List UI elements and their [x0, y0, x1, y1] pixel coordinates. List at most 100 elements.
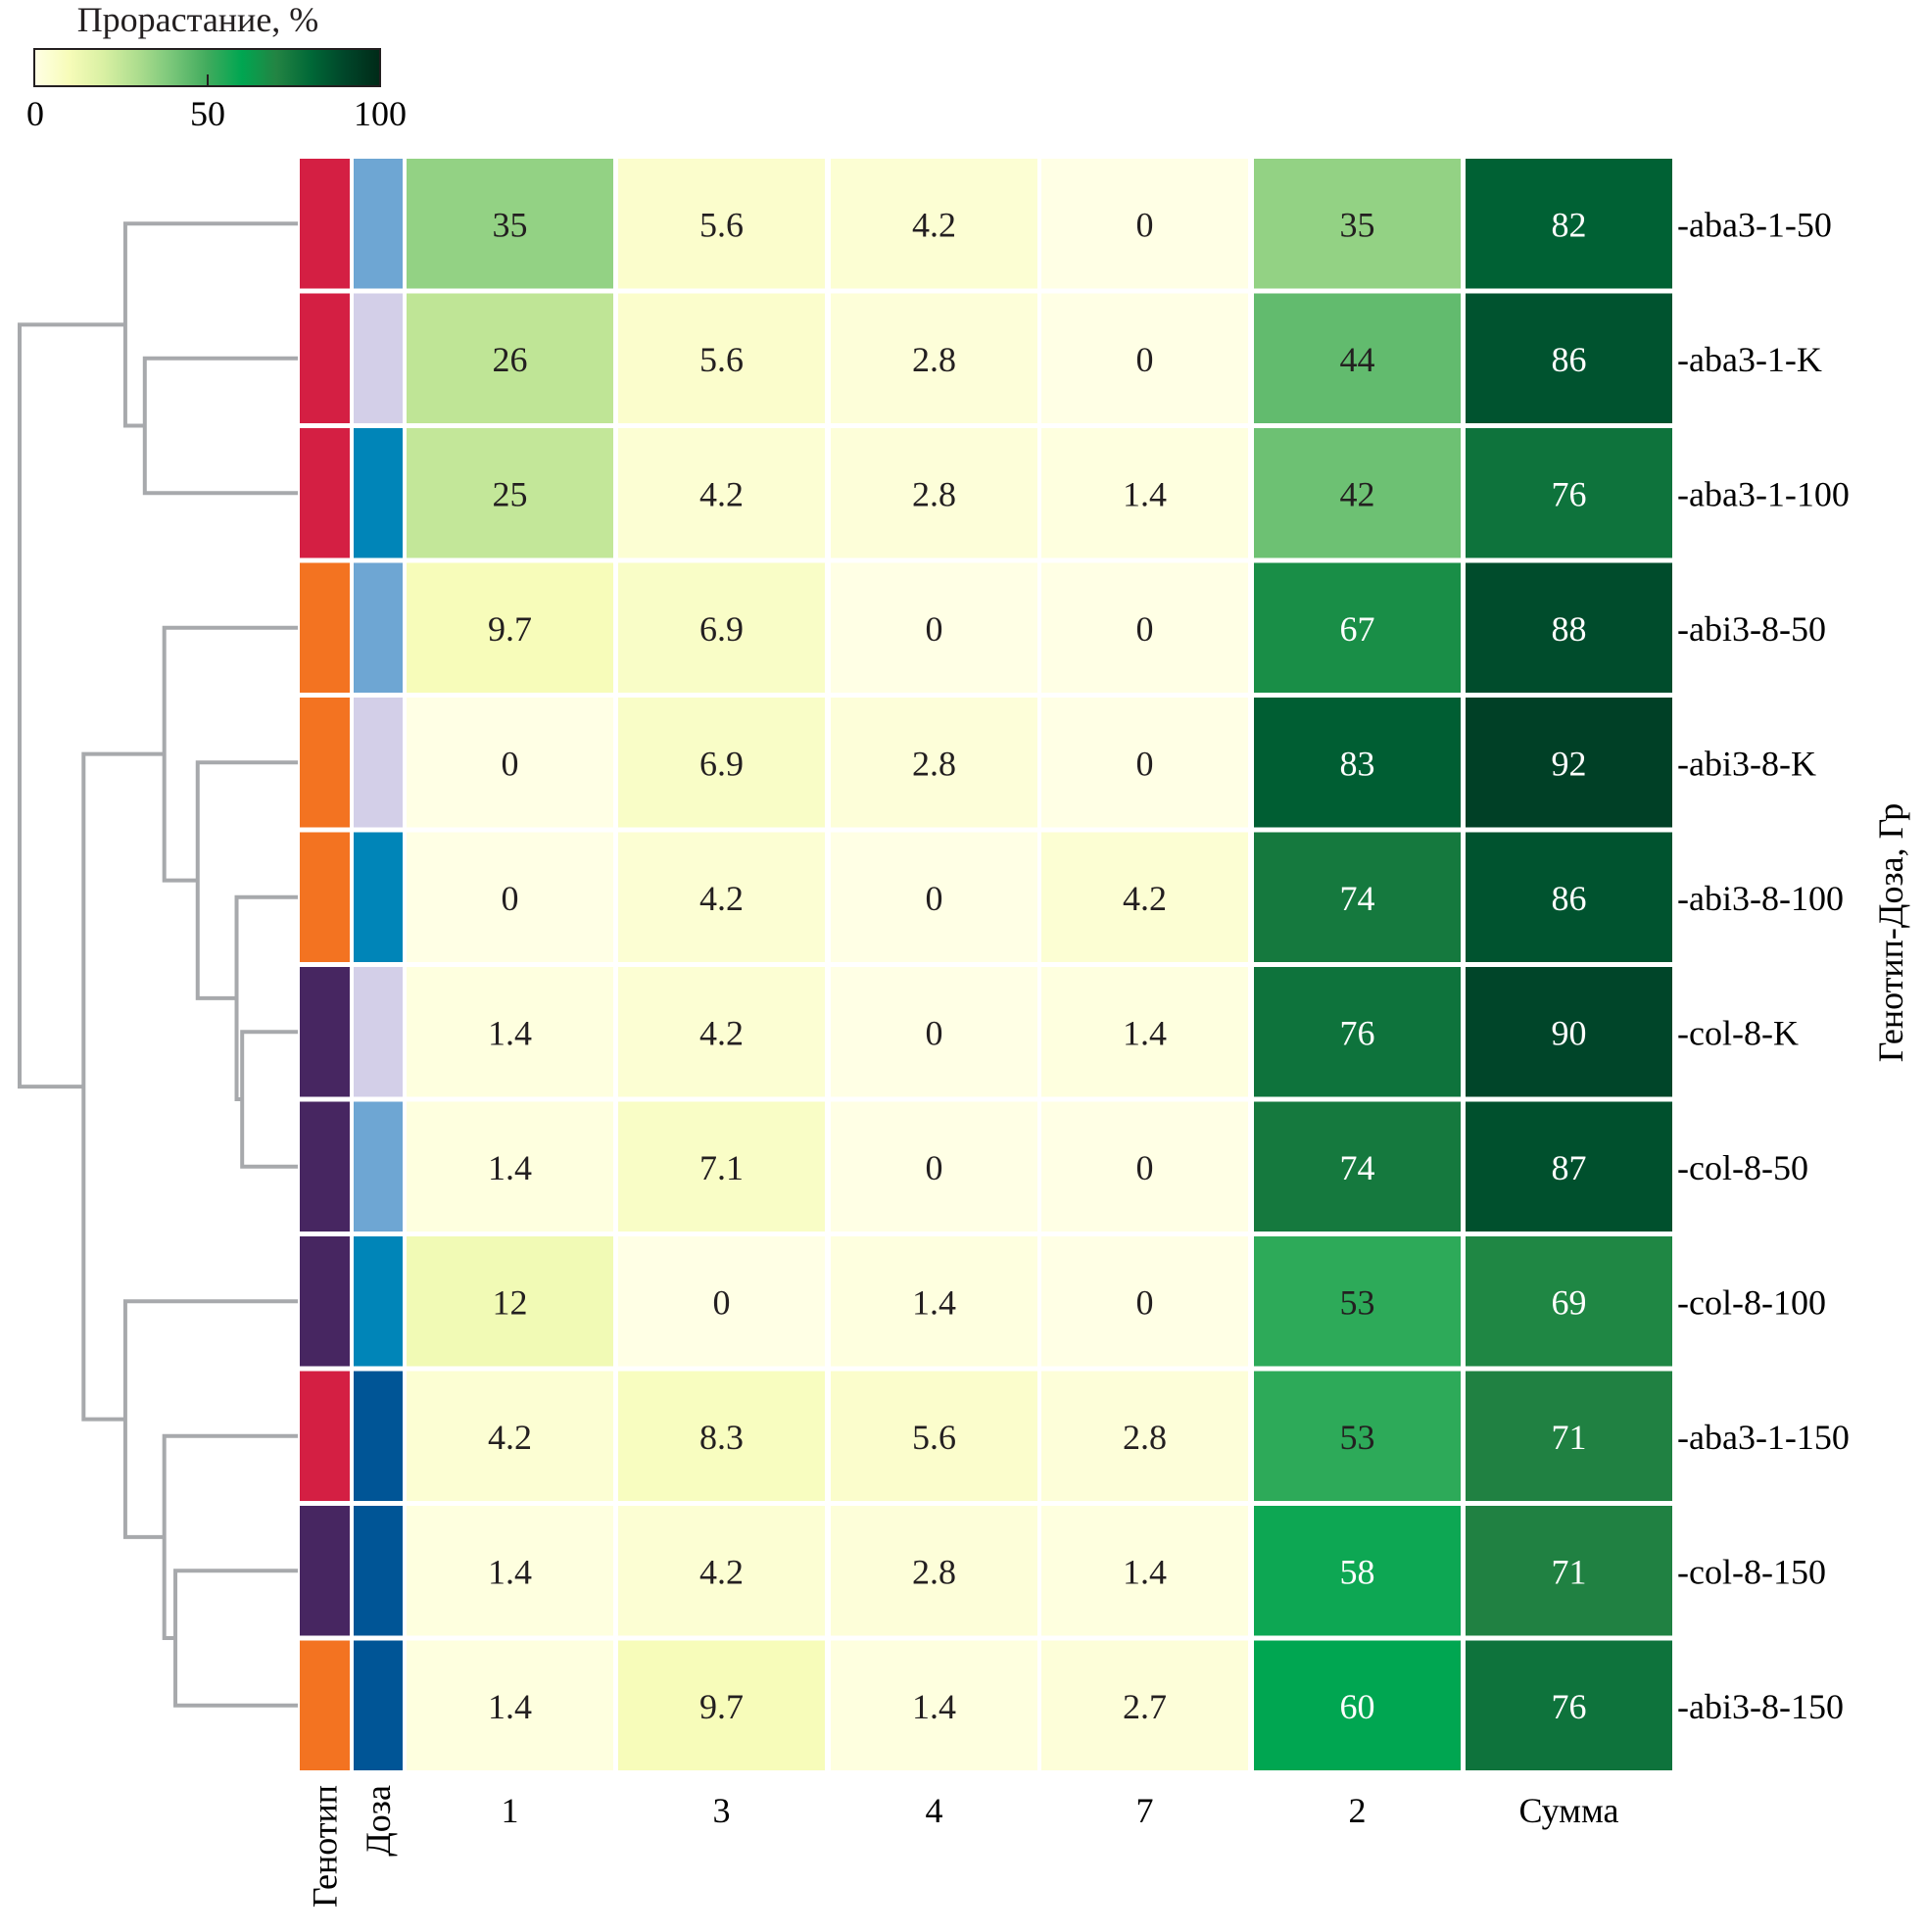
dendrogram-branch	[240, 1030, 298, 1169]
cell-value-label: 4.2	[699, 1013, 744, 1052]
heatmap-cell	[831, 1640, 1037, 1770]
heatmap-cell	[407, 1236, 613, 1367]
heatmap-cell	[1041, 562, 1248, 693]
dose-annotation	[354, 1506, 403, 1636]
row-label: -abi3-8-150	[1677, 1687, 1844, 1726]
cell-value-label: 42	[1340, 474, 1375, 513]
heatmap-cell	[407, 1506, 613, 1636]
column-labels: 1 3 4 7 2 Сумма Генотип Доза	[306, 1785, 1619, 1908]
row-label: -aba3-1-100	[1677, 474, 1850, 513]
genotype-column-label: Генотип	[306, 1785, 345, 1908]
heatmap-cell	[407, 1101, 613, 1232]
heatmap-cell	[618, 159, 825, 289]
heatmap-cell	[407, 562, 613, 693]
heatmap-cell	[1254, 159, 1461, 289]
cell-value-label: 86	[1552, 340, 1587, 379]
heatmap-cell	[1041, 832, 1248, 962]
cell-value-label: 4.2	[699, 879, 744, 918]
cell-value-label: 71	[1552, 1552, 1587, 1591]
cell-value-label: 0	[926, 879, 943, 918]
dendrogram-branch	[234, 894, 298, 1101]
cell-value-label: 0	[1136, 1282, 1154, 1322]
cell-value-label: 92	[1552, 744, 1587, 783]
cell-value-label: 2.8	[912, 744, 956, 783]
dendrogram-branch	[162, 1433, 298, 1640]
genotype-annotation	[300, 1101, 350, 1232]
heatmap-cell	[1466, 293, 1672, 423]
dose-annotation	[354, 1371, 403, 1501]
heatmap-cell	[831, 293, 1037, 423]
cell-value-label: 1.4	[1123, 1013, 1167, 1052]
heatmap-cell	[1254, 1371, 1461, 1501]
heatmap-cell	[618, 832, 825, 962]
heatmap-cell	[407, 967, 613, 1097]
colorbar-tick-label-50: 50	[190, 94, 225, 133]
cell-value-label: 0	[1136, 744, 1154, 783]
y-axis-label: Генотип-Доза, Гр	[1871, 803, 1910, 1062]
column-label: 3	[713, 1791, 731, 1830]
heatmap-cell	[831, 1236, 1037, 1367]
heatmap-cell	[1041, 428, 1248, 558]
colorbar-tick-label-100: 100	[354, 94, 407, 133]
cell-value-label: 2.7	[1123, 1687, 1167, 1726]
colorbar: Прорастание, % 0 50 100	[26, 0, 407, 133]
heatmap-cell	[618, 1640, 825, 1770]
heatmap-cell	[831, 698, 1037, 828]
genotype-annotation	[300, 428, 350, 558]
heatmap-cell	[1466, 428, 1672, 558]
cell-value-label: 1.4	[488, 1148, 532, 1187]
dendrogram-branch	[195, 760, 298, 1000]
heatmap-cell	[1466, 1640, 1672, 1770]
heatmap-cell	[1254, 1101, 1461, 1232]
heatmap-cell	[618, 562, 825, 693]
heatmap-cell	[407, 832, 613, 962]
heatmap-cell	[831, 967, 1037, 1097]
heatmap-cell	[1254, 428, 1461, 558]
row-label: -col-8-100	[1677, 1282, 1826, 1322]
cell-value-label: 1.4	[1123, 474, 1167, 513]
cell-value-label: 74	[1340, 1148, 1375, 1187]
genotype-annotation	[300, 159, 350, 289]
row-label: -col-8-K	[1677, 1013, 1799, 1052]
dose-column-label: Доза	[359, 1785, 398, 1857]
cell-value-label: 25	[493, 474, 528, 513]
heatmap-cell	[618, 1236, 825, 1367]
row-label: -aba3-1-50	[1677, 205, 1832, 244]
heatmap-cell	[1041, 1506, 1248, 1636]
heatmap-cell	[1466, 698, 1672, 828]
heatmap-cell	[1466, 1506, 1672, 1636]
dose-annotation	[354, 1236, 403, 1367]
heatmap-cell	[1466, 562, 1672, 693]
cell-value-label: 0	[502, 879, 519, 918]
heatmap-cell	[1466, 159, 1672, 289]
dendrogram-branch	[18, 322, 125, 1089]
column-label: 4	[926, 1791, 943, 1830]
cell-value-label: 35	[1340, 205, 1375, 244]
cell-value-label: 76	[1340, 1013, 1375, 1052]
dendrogram-branch	[173, 1569, 298, 1708]
colorbar-tick-label-0: 0	[26, 94, 44, 133]
dose-annotation	[354, 428, 403, 558]
cell-value-label: 1.4	[1123, 1552, 1167, 1591]
cell-value-label: 83	[1340, 744, 1375, 783]
cell-value-label: 69	[1552, 1282, 1587, 1322]
dose-annotation	[354, 293, 403, 423]
cell-value-label: 0	[1136, 609, 1154, 649]
heatmap-cell	[1041, 1101, 1248, 1232]
heatmap-cell	[407, 428, 613, 558]
heatmap-cell	[831, 159, 1037, 289]
dose-annotation	[354, 967, 403, 1097]
dose-annotation	[354, 1640, 403, 1770]
heatmap-cell	[407, 1640, 613, 1770]
row-dendrogram	[18, 221, 298, 1708]
cell-value-label: 4.2	[699, 1552, 744, 1591]
cell-value-label: 0	[926, 609, 943, 649]
cell-value-label: 0	[1136, 340, 1154, 379]
cell-value-label: 71	[1552, 1418, 1587, 1457]
heatmap-cell	[1466, 1236, 1672, 1367]
cell-value-label: 6.9	[699, 609, 744, 649]
row-label: -col-8-150	[1677, 1552, 1826, 1591]
row-label: -aba3-1-150	[1677, 1418, 1850, 1457]
heatmap-cell	[1466, 832, 1672, 962]
